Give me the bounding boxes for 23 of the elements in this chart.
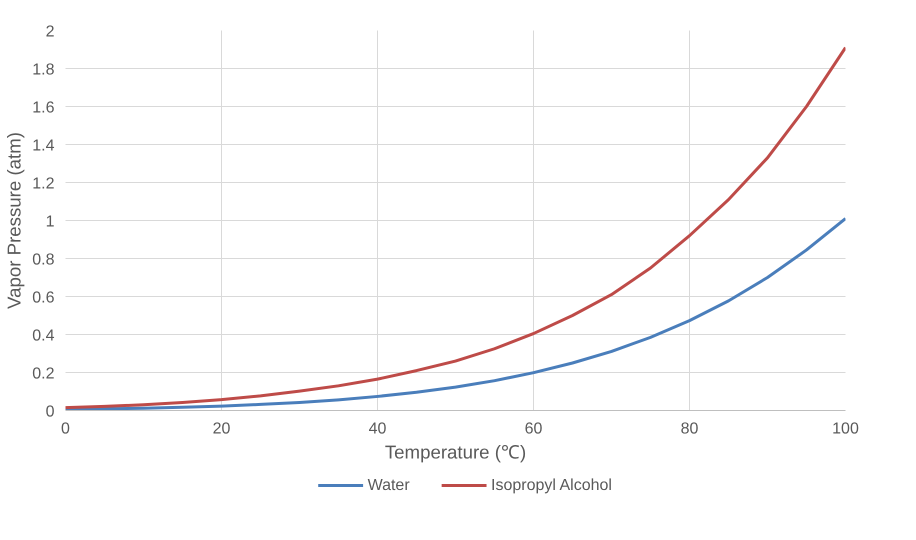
y-tick-label: 1.6 <box>32 100 55 116</box>
x-tick-label: 0 <box>61 420 70 438</box>
y-tick-label: 2 <box>46 24 55 40</box>
y-tick-label: 0 <box>46 404 55 420</box>
y-tick-label: 0.8 <box>32 252 55 268</box>
line-series <box>66 217 846 410</box>
x-tick-label: 80 <box>680 420 698 438</box>
y-tick-label: 0.4 <box>32 328 55 344</box>
x-tick-label: 20 <box>212 420 230 438</box>
x-axis-title: Temperature (℃) <box>384 442 526 462</box>
y-tick-label: 0.6 <box>32 290 55 306</box>
x-tick-label: 40 <box>368 420 386 438</box>
y-tick-label: 1.4 <box>32 138 55 154</box>
y-axis-title: Vapor Pressure (atm) <box>3 132 24 309</box>
y-tick-label: 0.2 <box>32 366 55 382</box>
y-tick-label: 1 <box>46 214 55 230</box>
line-series <box>66 46 846 410</box>
x-tick-label: 60 <box>524 420 542 438</box>
legend-label: Water <box>368 477 410 494</box>
y-tick-label: 1.8 <box>32 62 55 78</box>
y-tick-label: 1.2 <box>32 176 55 192</box>
x-tick-label: 100 <box>832 420 859 438</box>
legend-label: Isopropyl Alcohol <box>491 477 612 494</box>
